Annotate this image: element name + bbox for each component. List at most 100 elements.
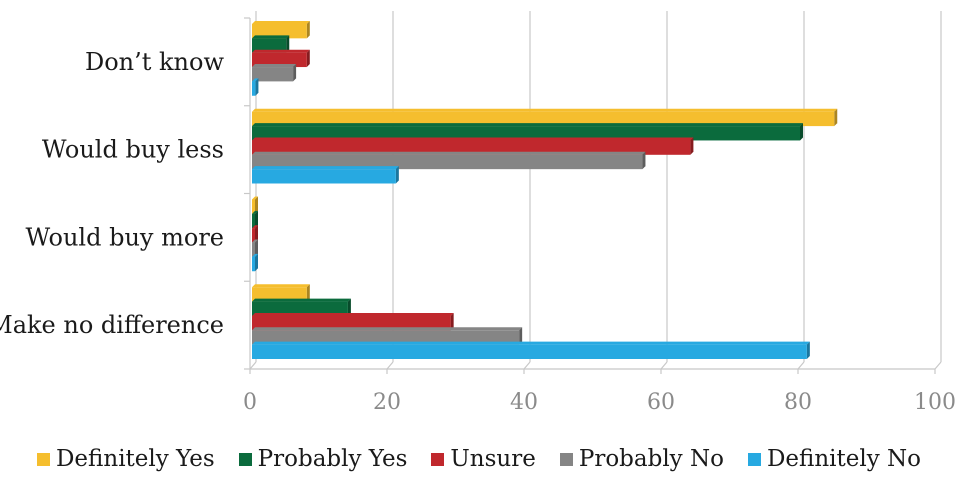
- bar: [252, 298, 351, 316]
- bar: [252, 108, 838, 127]
- legend-label: Probably No: [578, 446, 724, 472]
- bar: [252, 239, 258, 257]
- bar-front-face: [252, 169, 396, 184]
- bar-front-face: [252, 242, 255, 257]
- legend-label: Unsure: [450, 446, 536, 472]
- bar: [252, 225, 258, 243]
- bar-front-face: [252, 315, 451, 331]
- bar: [252, 21, 310, 39]
- bar-front-face: [252, 111, 835, 127]
- bar: [252, 341, 810, 359]
- bar: [252, 284, 310, 302]
- x-tick-label: 60: [647, 390, 675, 415]
- bar-front-face: [252, 228, 255, 243]
- bar-front-face: [252, 213, 255, 229]
- floor-gridline: [797, 361, 805, 370]
- bar-top-face: [252, 151, 646, 155]
- bar: [252, 327, 523, 345]
- bar-side-face: [255, 253, 258, 272]
- bar-side-face: [450, 312, 454, 331]
- bar: [252, 151, 646, 170]
- bar-front-face: [252, 344, 807, 359]
- bar-front-face: [252, 330, 520, 345]
- bar-top-face: [252, 35, 290, 39]
- legend-swatch: [559, 452, 573, 466]
- bar-top-face: [252, 123, 803, 127]
- bar-front-face: [252, 38, 287, 53]
- bar-side-face: [255, 239, 258, 257]
- legend-swatch: [238, 452, 252, 466]
- x-tick-label: 100: [914, 390, 956, 415]
- bar-front-face: [252, 67, 294, 82]
- legend-label: Definitely Yes: [55, 446, 215, 472]
- bars: [252, 21, 838, 359]
- bar-front-face: [252, 126, 800, 141]
- legend-item: Unsure: [431, 446, 536, 472]
- bar-side-face: [306, 284, 310, 302]
- floor-gridline: [523, 361, 531, 370]
- gridlines: [244, 11, 942, 374]
- category-label: Don’t know: [85, 48, 225, 76]
- bar-front-face: [252, 199, 255, 214]
- floor-gridline: [249, 361, 257, 370]
- bar-top-face: [252, 253, 258, 257]
- bar-top-face: [252, 327, 523, 331]
- bar-side-face: [347, 298, 351, 316]
- bar: [252, 253, 258, 272]
- legend-item: Probably Yes: [238, 446, 408, 472]
- bar-top-face: [252, 312, 454, 316]
- legend-swatch: [431, 452, 445, 466]
- bar: [252, 123, 803, 141]
- bar-top-face: [252, 78, 259, 82]
- bar-top-face: [252, 239, 258, 243]
- bar-front-face: [252, 24, 307, 39]
- legend-label: Probably Yes: [257, 446, 408, 472]
- bar-top-face: [252, 298, 351, 302]
- bar: [252, 49, 310, 68]
- category-label: Make no difference: [0, 311, 224, 339]
- bar-side-face: [293, 64, 297, 82]
- bar-front-face: [252, 81, 256, 96]
- category-label: Would buy more: [25, 223, 224, 251]
- bar: [252, 137, 694, 155]
- bar: [252, 64, 297, 82]
- legend-item: Probably No: [559, 446, 724, 472]
- bar-front-face: [252, 52, 307, 68]
- bar-top-face: [252, 108, 838, 112]
- bar-side-face: [255, 210, 258, 229]
- bar: [252, 312, 454, 331]
- bar: [252, 166, 399, 184]
- legend-item: Definitely Yes: [36, 446, 215, 472]
- bar: [252, 35, 290, 53]
- bar-side-face: [800, 123, 803, 141]
- legend-item: Definitely No: [747, 446, 922, 472]
- bar-top-face: [252, 341, 810, 345]
- floor-gridline: [660, 361, 668, 370]
- bar-side-face: [255, 196, 258, 214]
- x-tick-label: 20: [373, 390, 401, 415]
- bar-side-face: [255, 225, 258, 243]
- x-tick-label: 80: [784, 390, 812, 415]
- legend-swatch: [36, 452, 50, 466]
- bar-side-face: [806, 341, 810, 359]
- bar-side-face: [286, 35, 290, 53]
- bar-top-face: [252, 166, 399, 170]
- bar-side-face: [255, 78, 259, 96]
- bar-top-face: [252, 284, 310, 288]
- bar: [252, 210, 258, 229]
- bar: [252, 196, 258, 214]
- bar-top-face: [252, 137, 694, 141]
- legend: Definitely Yes Probably Yes Unsure Probably…: [0, 446, 958, 472]
- legend-label: Definitely No: [766, 446, 922, 472]
- bar-side-face: [690, 137, 694, 155]
- floor-gridline: [386, 361, 394, 370]
- bar-top-face: [252, 64, 297, 68]
- bar-front-face: [252, 256, 255, 272]
- bar-top-face: [252, 210, 258, 214]
- x-tick-label: 40: [510, 390, 538, 415]
- bar-front-face: [252, 154, 643, 170]
- bar-top-face: [252, 49, 310, 53]
- floor-gridline: [934, 361, 942, 370]
- bar-top-face: [252, 196, 258, 200]
- bar: [252, 78, 259, 96]
